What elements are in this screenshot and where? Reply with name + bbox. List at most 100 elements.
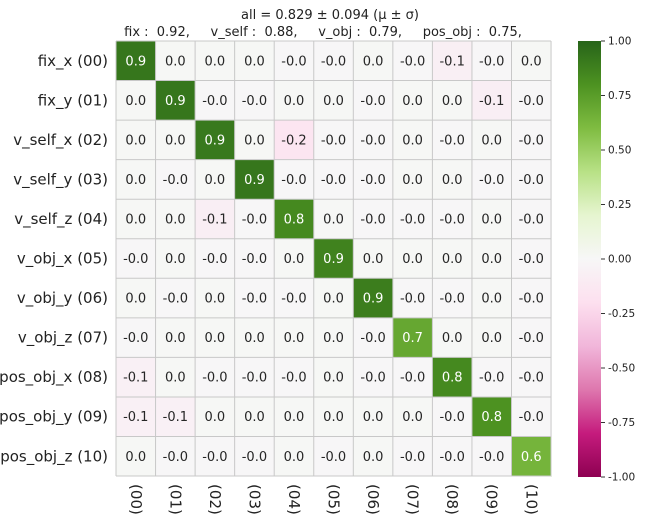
- heatmap-cell: [274, 80, 315, 121]
- heatmap-cell: [116, 357, 156, 398]
- cell-value-label: 0.9: [125, 54, 146, 69]
- heatmap-cell: [432, 278, 473, 319]
- cell-value-label: 0.0: [284, 252, 305, 267]
- cell-value-label: -0.0: [479, 173, 504, 188]
- heatmap-cell: [274, 238, 315, 279]
- cell-value-label: -0.0: [519, 212, 544, 227]
- row-label: v_obj_x (05): [17, 250, 108, 269]
- heatmap-cell: [392, 159, 433, 200]
- heatmap-cell: [392, 199, 433, 240]
- row-label: pos_obj_y (09): [0, 408, 108, 427]
- cell-value-label: 0.0: [442, 331, 463, 346]
- heatmap-cell: [155, 41, 196, 81]
- column-label: (02): [206, 484, 224, 515]
- cell-value-label: -0.0: [163, 450, 188, 465]
- heatmap-cell: [274, 317, 315, 358]
- row-label: v_self_z (04): [14, 210, 108, 229]
- heatmap-cell: [432, 238, 473, 279]
- heatmap-cell: [195, 278, 236, 319]
- heatmap-cell: [432, 80, 473, 121]
- cell-value-label: 0.0: [205, 331, 226, 346]
- cell-value-label: -0.0: [163, 173, 188, 188]
- heatmap-cell: [274, 199, 315, 240]
- heatmap-cell: [353, 317, 394, 358]
- cell-value-label: 0.0: [402, 133, 423, 148]
- heatmap-cell: [274, 41, 315, 81]
- heatmap-cell: [313, 278, 354, 319]
- cell-value-label: 0.0: [284, 410, 305, 425]
- cell-value-label: 0.0: [323, 410, 344, 425]
- heatmap-cell: [392, 41, 433, 81]
- heatmap-cell: [155, 278, 196, 319]
- heatmap-cell: [471, 317, 512, 358]
- colorbar: 1.00 0.75 0.50 0.25 0.00 -0.25 -0.50 -0.75 -1.00: [578, 36, 635, 484]
- cell-value-label: -0.0: [439, 212, 464, 227]
- heatmap-cell: [471, 357, 512, 398]
- heatmap-cell: [274, 357, 315, 398]
- cell-value-label: -0.0: [519, 410, 544, 425]
- heatmap-cell: [432, 436, 473, 477]
- heatmap-cell: [471, 238, 512, 279]
- heatmap-cell: [234, 278, 275, 319]
- cell-value-label: -0.0: [400, 450, 425, 465]
- colorbar-tick-label: -0.50: [608, 363, 635, 375]
- colorbar-tick-label: 0.25: [608, 199, 631, 211]
- heatmap-cell: [353, 41, 394, 81]
- cell-value-label: 0.0: [442, 94, 463, 109]
- cell-value-label: 0.0: [284, 94, 305, 109]
- heatmap-cell: [195, 436, 236, 477]
- row-label: fix_x (00): [38, 52, 108, 71]
- cell-value-label: -0.0: [202, 450, 227, 465]
- row-label: pos_obj_x (08): [0, 368, 108, 387]
- heatmap-cell: [511, 41, 552, 81]
- cell-value-label: -0.0: [360, 212, 385, 227]
- heatmap-cell: [471, 436, 512, 477]
- cell-value-label: 0.0: [363, 450, 384, 465]
- heatmap-cell: [432, 357, 473, 398]
- cell-value-label: 0.0: [284, 331, 305, 346]
- heatmap-cell: [234, 120, 275, 161]
- heatmap-cell: [511, 159, 552, 200]
- cell-value-label: -0.0: [479, 54, 504, 69]
- cell-value-label: 0.0: [442, 173, 463, 188]
- cell-value-label: 0.0: [481, 292, 502, 307]
- heatmap-cell: [392, 436, 433, 477]
- heatmap-cell: [274, 159, 315, 200]
- heatmap-cell: [511, 396, 552, 437]
- heatmap-cell: [353, 396, 394, 437]
- cell-value-label: -0.2: [281, 133, 306, 148]
- cell-value-label: -0.1: [123, 410, 148, 425]
- cell-value-label: -0.0: [360, 133, 385, 148]
- cell-value-label: 0.0: [205, 173, 226, 188]
- cell-value-label: 0.0: [284, 450, 305, 465]
- cell-value-label: 0.0: [323, 331, 344, 346]
- heatmap-cell: [234, 317, 275, 358]
- cell-value-label: -0.0: [281, 173, 306, 188]
- heatmap-cell: [313, 357, 354, 398]
- cell-value-label: -0.0: [439, 410, 464, 425]
- heatmap-cell: [353, 120, 394, 161]
- heatmap-cell: [195, 159, 236, 200]
- row-label: v_self_y (03): [13, 170, 108, 189]
- heatmap-cell: [471, 41, 512, 81]
- cell-value-label: 0.9: [363, 292, 384, 307]
- colorbar-tick-label: 0.75: [608, 90, 631, 102]
- column-label: (01): [166, 484, 184, 515]
- cell-value-label: -0.0: [321, 54, 346, 69]
- cell-value-label: -0.0: [242, 450, 267, 465]
- cell-value-label: 0.0: [165, 371, 186, 386]
- heatmap-cell: [234, 159, 275, 200]
- cell-value-label: -0.0: [360, 371, 385, 386]
- cell-value-label: -0.0: [400, 212, 425, 227]
- row-label: v_obj_y (06): [17, 289, 108, 308]
- cell-value-label: 0.0: [165, 331, 186, 346]
- row-label: pos_obj_z (10): [0, 447, 108, 466]
- heatmap-cell: [195, 41, 236, 81]
- cell-value-label: 0.7: [402, 331, 423, 346]
- cell-value-label: -0.0: [439, 450, 464, 465]
- cell-value-label: 0.0: [165, 212, 186, 227]
- heatmap-cell: [274, 120, 315, 161]
- heatmap-cells: [116, 41, 552, 477]
- colorbar-tick-label: -0.75: [608, 417, 635, 429]
- heatmap-cell: [116, 80, 156, 121]
